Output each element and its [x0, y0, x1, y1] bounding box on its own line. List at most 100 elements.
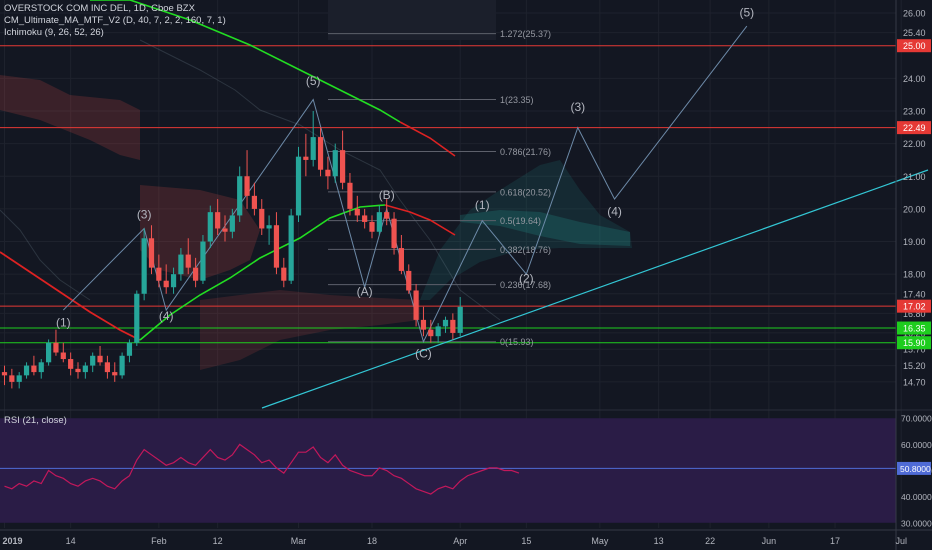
- candle-body: [75, 368, 81, 373]
- price-badge: [897, 39, 931, 53]
- legend-rsi-indicator[interactable]: RSI (21, close): [4, 415, 67, 426]
- cloud-green-segment: [420, 160, 632, 300]
- candle-body: [38, 362, 44, 373]
- time-tick-label: 13: [654, 536, 664, 546]
- candle-body: [295, 156, 302, 216]
- candle-body: [126, 342, 133, 356]
- time-tick-label: 2019: [2, 536, 22, 546]
- cloud-red-segment: [200, 290, 420, 370]
- ma-red-line: [384, 204, 456, 236]
- candle-body: [384, 212, 390, 219]
- candle-body: [413, 290, 419, 320]
- candle-body: [23, 365, 30, 376]
- rsi-trace: [4, 443, 520, 495]
- fib-level-label: 0.618(20.52): [500, 187, 551, 197]
- ma-red-line: [0, 251, 141, 341]
- price-axis[interactable]: 26.00 25.40 24.00 23.00 22.00 21.00 20.00 19.00…: [897, 9, 931, 388]
- candle-body: [229, 215, 235, 232]
- rsi-axis[interactable]: 70.000060.000050.000040.000030.000050.80…: [897, 414, 932, 529]
- candle-body: [68, 359, 74, 369]
- rsi-current-label: 50.8000: [900, 464, 931, 474]
- support-trendline[interactable]: [261, 169, 929, 409]
- candle-body: [156, 267, 162, 281]
- candle-body: [259, 208, 265, 229]
- candle-body: [369, 221, 375, 232]
- wave-label: (4): [607, 204, 622, 218]
- candle-body: [9, 375, 15, 382]
- time-tick-label: May: [591, 536, 609, 546]
- legend-ma-indicator[interactable]: CM_Ultimate_MA_MTF_V2 (D, 40, 7, 2, 2, 1…: [4, 15, 226, 26]
- legend-ichimoku-indicator[interactable]: Ichimoku (9, 26, 52, 26): [4, 27, 104, 38]
- candle-body: [376, 212, 382, 232]
- candle-body: [207, 212, 213, 242]
- wave-label: (C): [415, 346, 432, 360]
- price-badge: [897, 321, 931, 335]
- candle-body: [170, 274, 177, 288]
- candle-body: [237, 176, 243, 216]
- candle-body: [420, 319, 427, 330]
- elliott-wave-path: [62, 25, 748, 344]
- price-tick-label: 20.00: [903, 204, 926, 214]
- candle-body: [281, 267, 287, 281]
- candle-body: [141, 238, 147, 294]
- ma-long-red-line: [399, 121, 456, 157]
- candle-body: [442, 319, 449, 327]
- price-tick-label: 25.40: [903, 28, 926, 38]
- candle-body: [46, 342, 52, 363]
- fib-level-label: 1.272(25.37): [500, 29, 551, 39]
- price-badge-label: 25.00: [903, 41, 926, 51]
- candle-body: [398, 248, 404, 271]
- candle-body: [354, 208, 360, 216]
- candle-body: [317, 137, 324, 170]
- price-badge-label: 17.02: [903, 302, 926, 312]
- wave-label: (1): [56, 315, 71, 329]
- rsi-band: [0, 418, 896, 523]
- time-tick-label: Apr: [453, 536, 467, 546]
- price-tick-label: 23.00: [903, 106, 926, 116]
- cloud-green-segment: [460, 210, 630, 246]
- fib-level-label: 0.5(19.64): [500, 216, 541, 226]
- candle-body: [31, 365, 37, 373]
- price-tick-label: 26.00: [903, 9, 926, 19]
- candle-body: [273, 225, 280, 268]
- candle-body: [178, 254, 184, 275]
- price-tick-label: 16.80: [903, 309, 926, 319]
- candle-body: [244, 176, 250, 196]
- rsi-tick-label: 70.0000: [901, 414, 932, 424]
- price-tick-label: 14.70: [903, 377, 926, 387]
- price-badge-label: 22.49: [903, 123, 926, 133]
- price-badge-label: 16.35: [903, 324, 926, 334]
- candle-body: [222, 228, 228, 232]
- candle-body: [163, 280, 169, 288]
- wave-label: (B): [379, 188, 395, 202]
- wave-labels: (1) (3) (4) (5) (A) (B) (C) (1) (2) (3) (4) (5): [56, 5, 754, 360]
- candle-body: [193, 267, 199, 281]
- fib-level-label: 0.236(17.68): [500, 280, 551, 290]
- candle-body: [332, 150, 338, 177]
- cloud-red-segment: [0, 75, 140, 160]
- rsi-tick-label: 60.0000: [901, 440, 932, 450]
- wave-label: (5): [306, 74, 321, 88]
- time-tick-label: 15: [521, 536, 531, 546]
- price-tick-label: 22.00: [903, 139, 926, 149]
- candles: [1, 110, 463, 389]
- candle-body: [266, 225, 272, 229]
- candle-body: [104, 362, 110, 373]
- candle-body: [288, 215, 294, 281]
- legend-symbol[interactable]: OVERSTOCK COM INC DEL, 1D, Cboe BZX: [4, 3, 195, 14]
- time-axis[interactable]: 2019 14 Feb 12 Mar 18 Apr 15 May 13 22 Jun 17 Jul: [2, 536, 906, 546]
- wave-label: (5): [740, 5, 755, 19]
- candle-body: [450, 319, 456, 333]
- candle-body: [215, 212, 221, 229]
- candle-body: [82, 365, 88, 373]
- candle-body: [90, 355, 96, 366]
- rsi-current-badge: [897, 461, 931, 475]
- horizontal-levels: [0, 45, 896, 344]
- wave-label: (3): [137, 208, 152, 222]
- elliott-wave-lines: [62, 25, 748, 344]
- candle-body: [391, 218, 397, 249]
- candle-body: [347, 182, 353, 209]
- rsi-line: [4, 443, 520, 495]
- candle-body: [325, 169, 331, 177]
